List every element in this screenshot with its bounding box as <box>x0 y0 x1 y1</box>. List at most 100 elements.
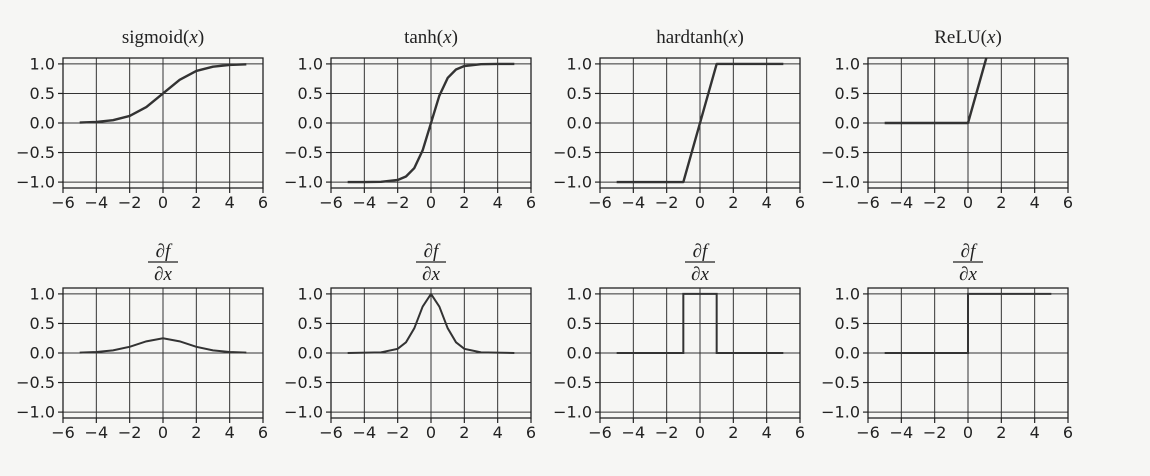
x-tick-label: 6 <box>795 423 805 442</box>
subplot-8: −6 −4 −2 0 2 4 6 1.0 0.5 0.0 −0.5 −1.0 ∂f∂x <box>821 241 1073 442</box>
y-tick-label: −0.5 <box>284 373 323 392</box>
x-tick-label: 0 <box>158 193 168 212</box>
subplot-title: ∂f∂x <box>416 241 446 285</box>
y-tick-label: −0.5 <box>16 373 55 392</box>
y-tick-label: 1.0 <box>298 284 323 303</box>
subplot-7: −6 −4 −2 0 2 4 6 1.0 0.5 0.0 −0.5 −1.0 ∂f∂x <box>553 241 805 442</box>
y-tick-label: 0.0 <box>835 114 860 133</box>
title-numerator: ∂f <box>961 241 978 262</box>
x-tick-label: 2 <box>728 193 738 212</box>
x-tick-label: 2 <box>459 193 469 212</box>
subplot-4: −6 −4 −2 0 2 4 6 1.0 0.5 0.0 −0.5 −1.0 ReLU(x) <box>821 27 1073 212</box>
x-tick-label: 2 <box>996 423 1006 442</box>
y-tick-label: 0.0 <box>567 114 592 133</box>
subplot-5: −6 −4 −2 0 2 4 6 1.0 0.5 0.0 −0.5 −1.0 ∂f∂x <box>16 241 268 442</box>
y-tick-label: −0.5 <box>16 143 55 162</box>
title-denominator: ∂x <box>422 264 440 285</box>
title-denominator: ∂x <box>154 264 172 285</box>
y-tick-label: −1.0 <box>284 403 323 422</box>
y-tick-label: −1.0 <box>284 173 323 192</box>
x-tick-label: −2 <box>386 423 410 442</box>
y-tick-label: 0.5 <box>298 84 323 103</box>
y-tick-label: 0.0 <box>30 114 55 133</box>
series-line-1 <box>616 62 784 184</box>
x-tick-label: 0 <box>426 193 436 212</box>
y-tick-label: 1.0 <box>835 284 860 303</box>
subplot-3: −6 −4 −2 0 2 4 6 1.0 0.5 0.0 −0.5 −1.0 hardtanh(x) <box>553 27 805 212</box>
subplot-title: tanh(x) <box>404 27 458 48</box>
x-tick-label: −4 <box>622 193 646 212</box>
x-tick-label: −4 <box>85 193 109 212</box>
y-tick-label: 1.0 <box>835 54 860 73</box>
y-tick-label: 1.0 <box>30 284 55 303</box>
x-tick-label: 6 <box>258 423 268 442</box>
x-tick-label: −6 <box>319 193 343 212</box>
x-tick-label: 4 <box>493 193 503 212</box>
x-tick-label: −4 <box>890 423 914 442</box>
x-tick-label: 2 <box>728 423 738 442</box>
x-tick-label: −4 <box>353 193 377 212</box>
y-tick-label: −1.0 <box>16 173 55 192</box>
y-tick-label: 0.5 <box>835 84 860 103</box>
x-tick-label: 4 <box>762 193 772 212</box>
series-line-1 <box>347 292 515 354</box>
title-numerator: ∂f <box>156 241 173 262</box>
x-tick-label: 6 <box>1063 193 1073 212</box>
y-tick-label: −0.5 <box>553 373 592 392</box>
x-tick-label: 4 <box>1030 193 1040 212</box>
series-line-1 <box>79 63 247 124</box>
y-tick-label: −0.5 <box>821 143 860 162</box>
x-tick-label: 6 <box>795 193 805 212</box>
series-line-1 <box>884 57 988 125</box>
series-line-1 <box>884 292 1052 354</box>
subplot-title: sigmoid(x) <box>122 27 204 48</box>
x-tick-label: 2 <box>459 423 469 442</box>
y-tick-label: 1.0 <box>567 54 592 73</box>
x-tick-label: −2 <box>923 423 947 442</box>
y-tick-label: 0.0 <box>835 344 860 363</box>
subplot-title: ∂f∂x <box>685 241 715 285</box>
subplot-title: ReLU(x) <box>934 27 1002 48</box>
x-tick-label: −6 <box>856 193 880 212</box>
x-tick-label: 0 <box>963 193 973 212</box>
x-tick-label: −4 <box>353 423 377 442</box>
x-tick-label: −2 <box>655 193 679 212</box>
title-denominator: ∂x <box>691 264 709 285</box>
x-tick-label: −2 <box>118 423 142 442</box>
x-tick-label: 0 <box>426 423 436 442</box>
subplot-6: −6 −4 −2 0 2 4 6 1.0 0.5 0.0 −0.5 −1.0 ∂f∂x <box>284 241 536 442</box>
x-tick-label: −6 <box>588 423 612 442</box>
x-tick-label: 0 <box>158 423 168 442</box>
x-tick-label: 6 <box>526 423 536 442</box>
x-tick-label: 6 <box>526 193 536 212</box>
title-numerator: ∂f <box>424 241 441 262</box>
y-tick-label: 1.0 <box>567 284 592 303</box>
x-tick-label: 0 <box>695 193 705 212</box>
y-tick-label: 0.0 <box>567 344 592 363</box>
subplot-1: −6 −4 −2 0 2 4 6 1.0 0.5 0.0 −0.5 −1.0 sigmoid(x) <box>16 27 268 212</box>
y-tick-label: 0.0 <box>30 344 55 363</box>
x-tick-label: 0 <box>695 423 705 442</box>
x-tick-label: 2 <box>191 193 201 212</box>
x-tick-label: −2 <box>923 193 947 212</box>
x-tick-label: 6 <box>1063 423 1073 442</box>
x-tick-label: 4 <box>225 423 235 442</box>
x-tick-label: −6 <box>319 423 343 442</box>
y-tick-label: 0.5 <box>835 314 860 333</box>
x-tick-label: 2 <box>191 423 201 442</box>
x-tick-label: −6 <box>856 423 880 442</box>
y-tick-label: 0.5 <box>30 84 55 103</box>
y-tick-label: 1.0 <box>30 54 55 73</box>
series-line-1 <box>616 292 784 354</box>
x-tick-label: −2 <box>118 193 142 212</box>
y-tick-label: −1.0 <box>16 403 55 422</box>
x-tick-label: −4 <box>85 423 109 442</box>
x-tick-label: −4 <box>890 193 914 212</box>
subplot-2: −6 −4 −2 0 2 4 6 1.0 0.5 0.0 −0.5 −1.0 tanh(x) <box>284 27 536 212</box>
y-tick-label: −1.0 <box>821 403 860 422</box>
y-tick-label: 0.5 <box>30 314 55 333</box>
subplot-title: ∂f∂x <box>148 241 178 285</box>
x-tick-label: −2 <box>655 423 679 442</box>
y-tick-label: 0.5 <box>298 314 323 333</box>
